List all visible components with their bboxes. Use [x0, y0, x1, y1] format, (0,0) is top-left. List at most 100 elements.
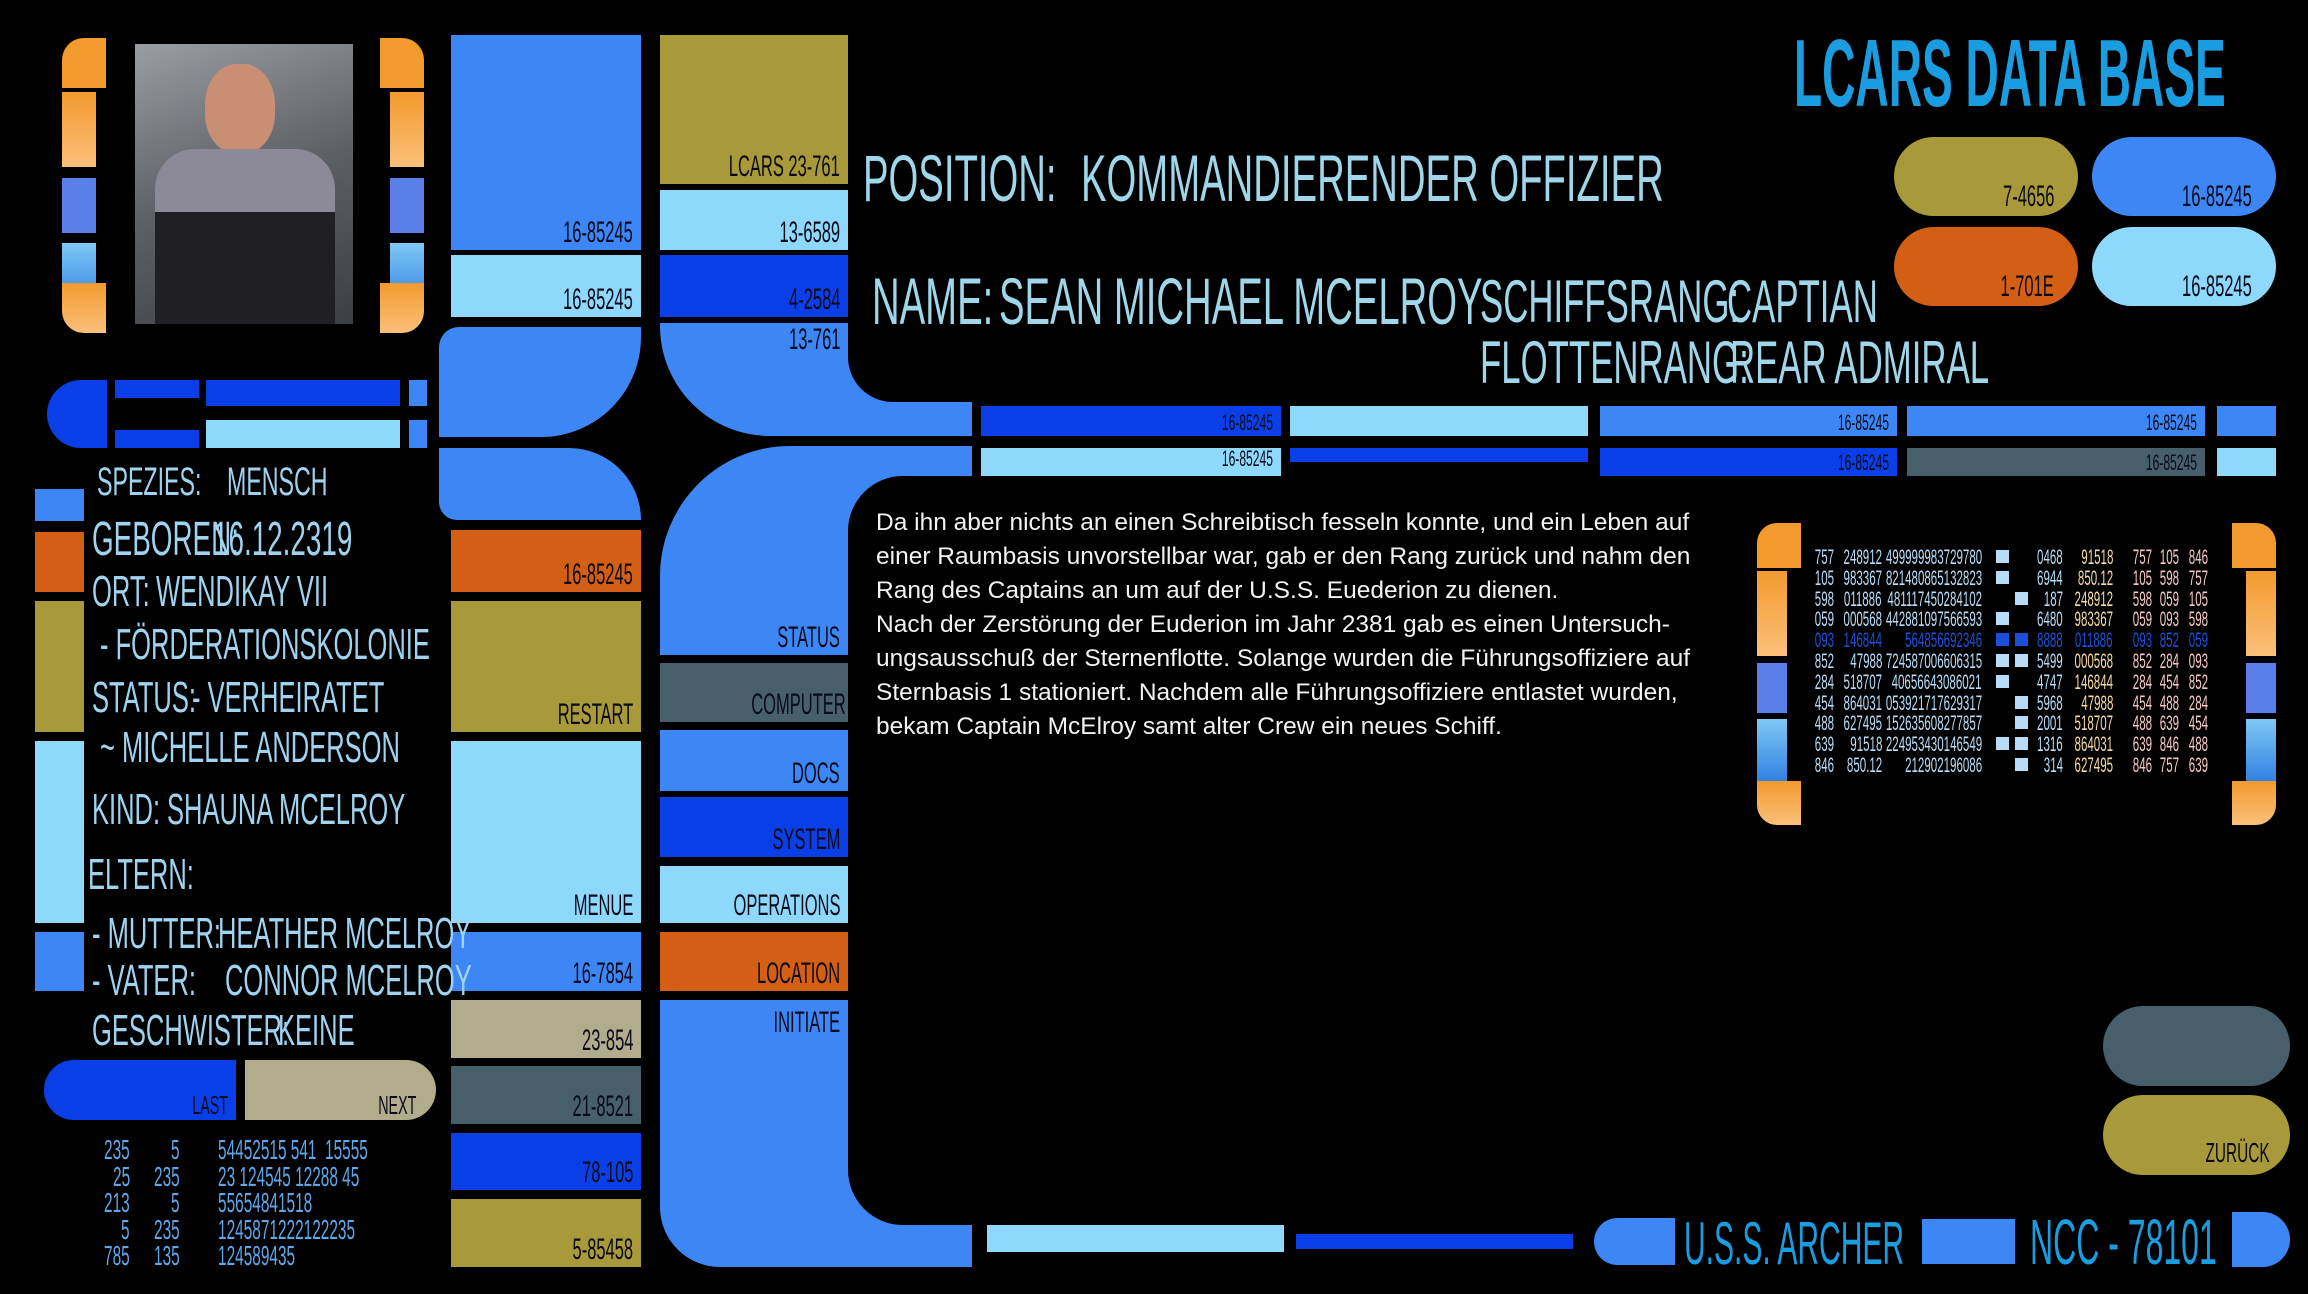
- bar-segment[interactable]: 16-85245: [1907, 448, 2205, 476]
- readout-value: 235: [154, 1213, 180, 1245]
- button-label: COMPUTER: [751, 688, 846, 721]
- col2-block[interactable]: LCARS 23-761: [660, 35, 848, 184]
- table-cell: 852: [2132, 650, 2152, 673]
- readout-value: 235: [154, 1160, 180, 1192]
- bar-label: 16-85245: [1837, 410, 1889, 435]
- place-label: ORT:: [92, 567, 150, 616]
- footer-cap-left: [1594, 1218, 1675, 1265]
- col1-block[interactable]: 16-85245: [451, 255, 641, 317]
- button-label: OPERATIONS: [733, 889, 840, 922]
- bar-segment[interactable]: 16-85245: [1907, 406, 2205, 436]
- table-cell: 639: [2132, 733, 2152, 757]
- block-label: 16-85245: [563, 558, 633, 591]
- table-cell: 284: [1814, 670, 1834, 694]
- fleet-rank-value: REAR ADMIRAL: [1730, 329, 1990, 396]
- table-cell: 093: [2188, 650, 2208, 673]
- table-cell: 821480865132823: [1885, 566, 1982, 590]
- readout-value: 54452515 541 15555: [218, 1134, 368, 1165]
- table-cell: 059: [1814, 608, 1834, 632]
- bar-segment[interactable]: 16-85245: [981, 448, 1281, 476]
- pill-button[interactable]: 7-4656: [1894, 137, 2078, 216]
- connector-bar: [409, 380, 427, 406]
- col2-block[interactable]: 4-2584: [660, 255, 848, 317]
- table-cell: 481117450284102: [1887, 587, 1982, 611]
- table-cell: 212902196086: [1904, 754, 1982, 777]
- table-cell: 724587006606315: [1885, 650, 1982, 673]
- bar-segment[interactable]: [1290, 448, 1588, 462]
- system-button[interactable]: SYSTEM: [660, 797, 848, 857]
- table-cell: 864031: [1843, 691, 1882, 715]
- bar-segment[interactable]: [2217, 448, 2276, 476]
- status-square: [2015, 737, 2028, 751]
- pill-label: 16-85245: [2182, 270, 2252, 303]
- table-cell: 8888: [2037, 629, 2063, 653]
- table-cell: 0468: [2037, 546, 2063, 569]
- table-cell: 499999983729780: [1885, 546, 1982, 569]
- siblings-value: KEINE: [278, 1006, 355, 1055]
- child-label: KIND:: [92, 785, 161, 834]
- pill-button[interactable]: 16-85245: [2092, 137, 2276, 216]
- col1-block[interactable]: 16-7854: [451, 932, 641, 991]
- location-button[interactable]: LOCATION: [660, 932, 848, 991]
- computer-button[interactable]: COMPUTER: [660, 663, 848, 722]
- bar-label: 16-85245: [1221, 410, 1273, 435]
- born-value: 16.12.2319: [213, 513, 353, 566]
- next-button[interactable]: NEXT: [245, 1060, 436, 1120]
- table-cell: 850.12: [1846, 754, 1882, 777]
- menue-button[interactable]: MENUE: [451, 741, 641, 923]
- officer-photo: [135, 44, 353, 324]
- block-label: 78-105: [581, 1156, 633, 1189]
- table-cell: 488: [2188, 733, 2208, 757]
- col1-block[interactable]: 5-85458: [451, 1199, 641, 1267]
- bottom-bar-dark: [1296, 1234, 1573, 1249]
- connector-bar: [115, 430, 199, 448]
- bottom-bar-light: [987, 1225, 1284, 1252]
- table-cell: 852: [2188, 670, 2208, 694]
- ship-rank-label: SCHIFFSRANG:: [1480, 268, 1740, 335]
- table-cell: 000568: [1843, 608, 1882, 632]
- table-cell: 488: [1814, 712, 1834, 736]
- bar-segment[interactable]: 16-85245: [1600, 448, 1897, 476]
- table-cell: 757: [1814, 546, 1834, 569]
- col1-elbow-upper: [439, 327, 641, 437]
- col2-block[interactable]: 13-6589: [660, 190, 848, 250]
- parents-label: ELTERN:: [88, 850, 194, 899]
- table-cell: 059: [2132, 608, 2152, 632]
- photo-head: [205, 64, 275, 154]
- status-button[interactable]: STATUS: [660, 560, 848, 655]
- table-bracket-right: [2232, 523, 2276, 825]
- bar-segment[interactable]: [1290, 406, 1588, 436]
- last-button[interactable]: LAST: [44, 1060, 236, 1120]
- pill-label: 1-701E: [2000, 270, 2054, 303]
- photo-bracket-left: [62, 38, 106, 333]
- readout-value: 785: [104, 1240, 130, 1271]
- bar-segment[interactable]: [2217, 406, 2276, 436]
- docs-button[interactable]: DOCS: [660, 730, 848, 791]
- button-label: RESTART: [557, 698, 633, 731]
- back-button[interactable]: ZURÜCK: [2103, 1095, 2290, 1175]
- ship-name: U.S.S. ARCHER: [1684, 1210, 1905, 1277]
- col1-block-orange[interactable]: 16-85245: [451, 530, 641, 592]
- slate-pill-button[interactable]: [2103, 1006, 2290, 1086]
- pill-button[interactable]: 1-701E: [1894, 227, 2078, 306]
- initiate-button[interactable]: INITIATE: [660, 1000, 848, 1060]
- operations-button[interactable]: OPERATIONS: [660, 866, 848, 923]
- table-cell: 053921717629317: [1885, 691, 1982, 715]
- photo-uniform: [155, 149, 335, 324]
- bar-segment[interactable]: 16-85245: [1600, 406, 1897, 436]
- readout-value: 25: [112, 1160, 130, 1192]
- col1-block[interactable]: 16-85245: [451, 35, 641, 250]
- table-cell: 91518: [2080, 546, 2113, 569]
- col1-block[interactable]: 78-105: [451, 1133, 641, 1190]
- pill-button[interactable]: 16-85245: [2092, 227, 2276, 306]
- fleet-rank-label: FLOTTENRANG:: [1480, 329, 1749, 396]
- restart-button[interactable]: RESTART: [451, 601, 641, 732]
- col1-block[interactable]: 23-854: [451, 1000, 641, 1058]
- pill-label: 16-85245: [2182, 180, 2252, 213]
- table-cell: 1316: [2037, 733, 2063, 757]
- bar-segment[interactable]: 16-85245: [981, 406, 1281, 436]
- table-cell: 454: [2132, 691, 2152, 715]
- child-value: SHAUNA MCELROY: [167, 785, 406, 834]
- col1-block[interactable]: 21-8521: [451, 1066, 641, 1124]
- readout-value: 124589435: [218, 1240, 296, 1271]
